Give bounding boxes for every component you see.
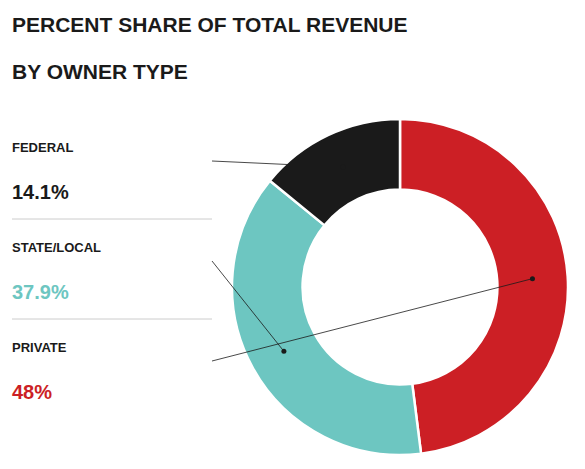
value-label: 48%	[12, 381, 52, 403]
slice	[400, 119, 568, 454]
value-label: 14.1%	[12, 181, 69, 203]
separator	[12, 319, 212, 320]
leader-line	[212, 279, 532, 361]
title: PERCENT SHARE OF TOTAL REVENUE	[12, 13, 408, 36]
category-label: FEDERAL	[12, 140, 73, 155]
subtitle: BY OWNER TYPE	[12, 60, 188, 83]
chart: PERCENT SHARE OF TOTAL REVENUE BY OWNER T…	[0, 0, 585, 469]
leader-dot	[281, 349, 286, 354]
leader-line	[212, 161, 343, 167]
category-label: STATE/LOCAL	[12, 240, 101, 255]
leader-line	[212, 261, 284, 351]
category-label: PRIVATE	[12, 340, 67, 355]
labels: PRIVATE 48% STATE/LOCAL 37.9% FEDERAL 14.1%	[12, 140, 535, 403]
value-label: 37.9%	[12, 281, 69, 303]
leader-dot	[341, 165, 346, 170]
slice	[270, 119, 400, 225]
separator	[12, 219, 212, 220]
donut	[232, 119, 568, 455]
leader-dot	[530, 276, 535, 281]
